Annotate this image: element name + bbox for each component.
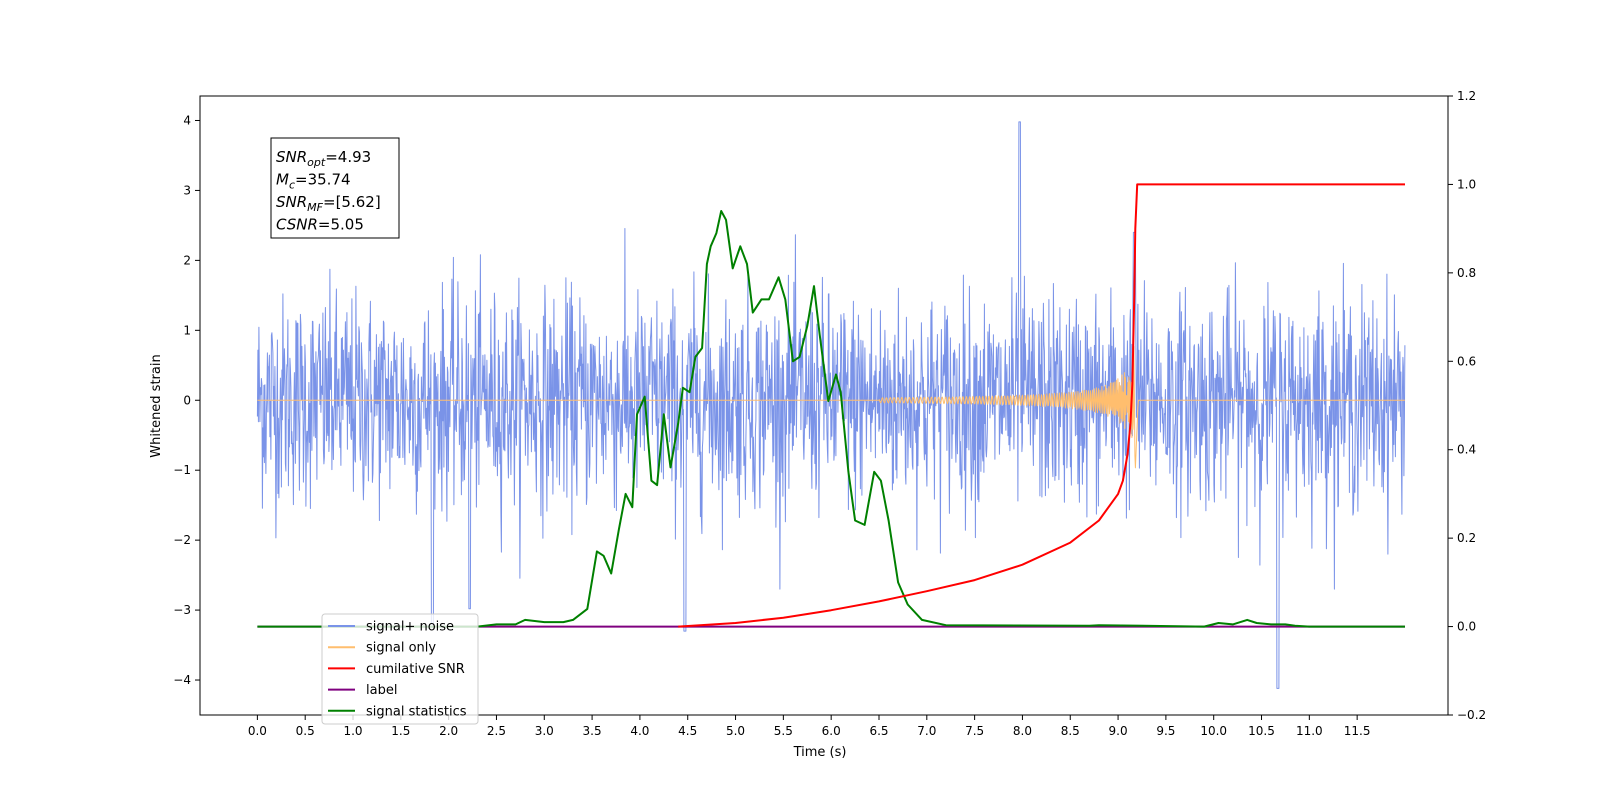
x-tick-label: 3.5: [583, 724, 602, 738]
annotation-subscript: opt: [307, 156, 326, 169]
y2-tick-label: −0.2: [1457, 708, 1486, 722]
x-tick-label: 6.5: [869, 724, 888, 738]
x-tick-label: 1.0: [343, 724, 362, 738]
y-tick-label: −1: [173, 463, 191, 477]
legend-label: signal statistics: [366, 704, 467, 719]
legend-label: cumilative SNR: [366, 662, 465, 677]
y2-tick-label: 0.2: [1457, 531, 1476, 545]
annotation-symbol: SNR: [276, 193, 307, 211]
y-tick-label: 4: [183, 113, 191, 127]
legend-label: signal+ noise: [366, 620, 454, 635]
x-tick-label: 0.0: [248, 724, 267, 738]
x-tick-label: 2.5: [487, 724, 506, 738]
x-tick-label: 10.5: [1248, 724, 1275, 738]
y2-tick-label: 0.6: [1457, 354, 1476, 368]
x-tick-label: 7.0: [917, 724, 936, 738]
annotation-value: =35.74: [295, 171, 351, 189]
y2-tick-label: 0.8: [1457, 266, 1476, 280]
x-tick-label: 8.0: [1013, 724, 1032, 738]
y-tick-label: 3: [183, 183, 191, 197]
y-tick-label: −2: [173, 533, 191, 547]
x-tick-label: 1.5: [391, 724, 410, 738]
x-tick-label: 4.5: [678, 724, 697, 738]
y2-tick-label: 1.0: [1457, 177, 1476, 191]
annotation-line: SNRMF=[5.62]: [276, 193, 381, 214]
annotation-subscript: MF: [307, 201, 323, 214]
y-tick-label: −4: [173, 673, 191, 687]
x-tick-label: 11.0: [1296, 724, 1323, 738]
legend-label: signal only: [366, 641, 436, 656]
y-tick-label: −3: [173, 603, 191, 617]
annotation-value: =5.05: [318, 216, 364, 234]
x-tick-label: 9.5: [1156, 724, 1175, 738]
legend: signal+ noise signal only cumilative SNR la…: [322, 614, 478, 724]
x-tick-label: 3.0: [535, 724, 554, 738]
annotation-symbol: M: [276, 171, 289, 189]
annotation-line: CSNR=5.05: [276, 216, 364, 234]
x-tick-label: 2.0: [439, 724, 458, 738]
x-tick-label: 4.0: [630, 724, 649, 738]
y2-tick-label: 1.2: [1457, 89, 1476, 103]
x-tick-label: 5.5: [774, 724, 793, 738]
y-tick-label: 2: [183, 253, 191, 267]
y-tick-label: 1: [183, 323, 191, 337]
annotation-symbol: CSNR: [276, 216, 318, 234]
y2-tick-label: 0.0: [1457, 620, 1476, 634]
annotation-value: =4.93: [325, 148, 371, 166]
x-axis-label: Time (s): [793, 745, 847, 760]
x-tick-label: 10.0: [1200, 724, 1227, 738]
annotation-symbol: SNR: [276, 148, 307, 166]
legend-label: label: [366, 683, 397, 698]
x-tick-label: 8.5: [1061, 724, 1080, 738]
annotation-line: Mc=35.74: [276, 171, 351, 192]
y2-tick-label: 0.4: [1457, 443, 1476, 457]
y-axis-label: Whitened strain: [149, 354, 164, 457]
x-tick-label: 7.5: [965, 724, 984, 738]
x-tick-label: 6.0: [822, 724, 841, 738]
x-tick-label: 9.0: [1109, 724, 1128, 738]
x-tick-label: 0.5: [296, 724, 315, 738]
x-tick-label: 11.5: [1344, 724, 1371, 738]
annotation-value: =[5.62]: [323, 193, 381, 211]
x-tick-label: 5.0: [726, 724, 745, 738]
y-tick-label: 0: [183, 393, 191, 407]
